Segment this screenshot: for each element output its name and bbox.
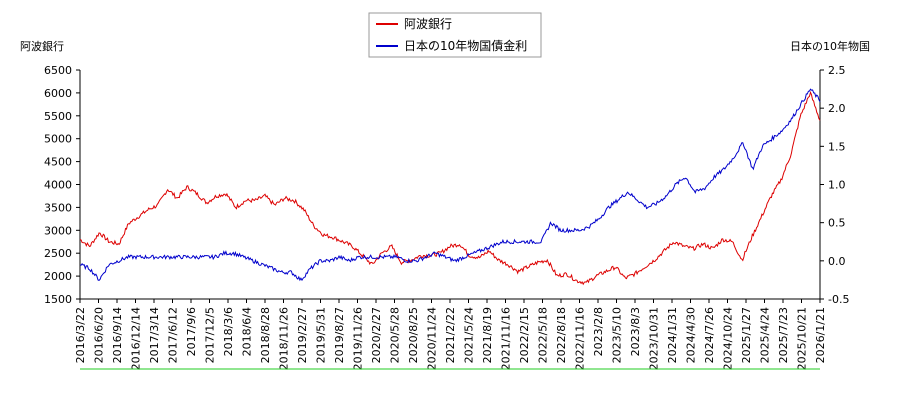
left-tick-label: 4500 (44, 156, 72, 169)
series-line-jgb-10y (79, 88, 821, 282)
x-tick-label: 2021/11/16 (500, 307, 513, 370)
x-tick-label: 2018/8/28 (259, 307, 272, 363)
x-tick-label: 2019/5/31 (315, 307, 328, 363)
x-tick-label: 2017/6/12 (167, 307, 180, 363)
x-axis-ticks: 2016/3/22 2016/6/20 2016/9/14 2016/12/14 201… (74, 299, 827, 370)
x-tick-label: 2024/7/26 (703, 307, 716, 363)
x-tick-label: 2024/10/24 (722, 307, 735, 370)
x-tick-label: 2020/8/25 (407, 307, 420, 363)
x-tick-label: 2021/2/22 (444, 307, 457, 363)
x-tick-label: 2022/5/18 (537, 307, 550, 363)
left-axis-label: 阿波銀行 (20, 39, 64, 53)
x-tick-label: 2020/11/24 (426, 307, 439, 370)
legend: 阿波銀行 日本の10年物国債金利 (368, 12, 542, 58)
x-tick-label: 2025/1/27 (740, 307, 753, 363)
left-tick-label: 3000 (44, 224, 72, 237)
right-tick-label: 2.0 (828, 102, 846, 115)
x-tick-label: 2022/8/18 (555, 307, 568, 363)
right-tick-label: 0.0 (828, 255, 846, 268)
right-tick-label: -0.5 (828, 293, 849, 306)
x-tick-label: 2020/5/28 (389, 307, 402, 363)
right-tick-label: 2.5 (828, 64, 846, 77)
x-tick-label: 2016/9/14 (111, 307, 124, 363)
x-tick-label: 2023/5/10 (611, 307, 624, 363)
x-tick-label: 2016/6/20 (93, 307, 106, 363)
legend-label-jgb-10y: 日本の10年物国債金利 (404, 38, 527, 53)
x-tick-label: 2019/11/26 (352, 307, 365, 370)
x-tick-label: 2018/11/26 (278, 307, 291, 370)
x-tick-label: 2023/2/8 (592, 307, 605, 356)
series-line-awa-bank (79, 90, 821, 286)
left-axis-ticks: 1500 2000 2500 3000 3500 4000 4500 5000 5500 6000… (44, 64, 80, 306)
x-tick-label: 2017/12/5 (204, 307, 217, 363)
x-tick-label: 2016/12/14 (130, 307, 143, 370)
left-tick-label: 4000 (44, 179, 72, 192)
x-tick-label: 2017/3/14 (148, 307, 161, 363)
right-axis-label: 日本の10年物国 (790, 39, 870, 53)
x-tick-label: 2016/3/22 (74, 307, 87, 363)
left-tick-label: 6500 (44, 64, 72, 77)
right-tick-label: 1.0 (828, 179, 846, 192)
right-tick-label: 1.5 (828, 140, 846, 153)
x-tick-label: 2018/6/4 (241, 307, 254, 356)
left-tick-label: 2000 (44, 270, 72, 283)
x-tick-label: 2024/1/31 (666, 307, 679, 363)
x-tick-label: 2022/11/16 (574, 307, 587, 370)
x-tick-label: 2019/2/27 (296, 307, 309, 363)
x-tick-label: 2021/8/19 (481, 307, 494, 363)
left-tick-label: 3500 (44, 201, 72, 214)
left-tick-label: 5500 (44, 110, 72, 123)
x-tick-label: 2026/1/21 (814, 307, 827, 363)
plot-frame (79, 70, 821, 300)
x-tick-label: 2017/9/6 (185, 307, 198, 356)
x-tick-label: 2025/7/23 (777, 307, 790, 363)
x-tick-label: 2020/2/27 (370, 307, 383, 363)
x-tick-label: 2018/3/6 (222, 307, 235, 356)
left-tick-label: 6000 (44, 87, 72, 100)
right-axis-ticks: -0.5 0.0 0.5 1.0 1.5 2.0 2.5 (820, 64, 849, 306)
x-tick-label: 2024/4/30 (685, 307, 698, 363)
left-tick-label: 2500 (44, 247, 72, 260)
left-tick-label: 1500 (44, 293, 72, 306)
x-tick-label: 2023/10/31 (648, 307, 661, 370)
x-tick-label: 2025/10/21 (796, 307, 809, 370)
x-tick-label: 2021/5/24 (463, 307, 476, 363)
right-tick-label: 0.5 (828, 217, 846, 230)
legend-box (368, 12, 542, 58)
x-tick-label: 2022/2/15 (518, 307, 531, 363)
x-tick-label: 2025/4/24 (759, 307, 772, 363)
x-tick-label: 2023/8/3 (629, 307, 642, 356)
series-lines (79, 88, 821, 286)
x-tick-label: 2019/8/27 (333, 307, 346, 363)
left-tick-label: 5000 (44, 133, 72, 146)
legend-label-awa-bank: 阿波銀行 (404, 17, 452, 31)
